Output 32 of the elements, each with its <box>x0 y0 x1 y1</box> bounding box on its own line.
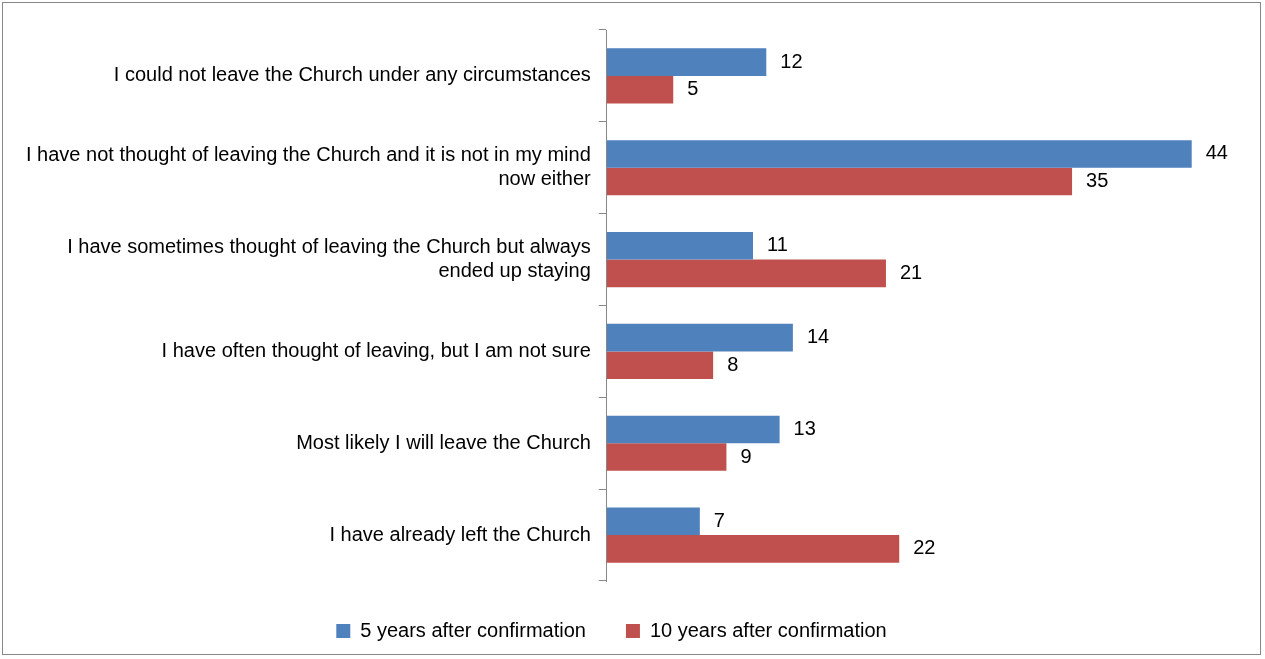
y-tick-label: I could not leave the Church under any circumstances <box>113 63 591 86</box>
y-tick-label: I have often thought of leaving, but I am not sure <box>161 338 591 361</box>
y-tick-label: I have sometimes thought of leaving the Church but always ended up staying <box>67 235 591 282</box>
bar <box>606 232 754 260</box>
legend-label: 10 years after confirmation <box>649 618 887 641</box>
bar <box>606 415 780 444</box>
data-label: 35 <box>1086 169 1109 192</box>
bar <box>606 443 727 471</box>
bar <box>606 323 793 352</box>
y-tick-label: I have already left the Church <box>329 522 591 545</box>
bar <box>606 351 714 379</box>
data-label: 22 <box>913 536 936 559</box>
bar <box>606 259 886 288</box>
bar <box>606 48 767 76</box>
data-label: 12 <box>780 49 803 72</box>
y-tick-label: I have not thought of leaving the Church and it is not in my mind now either <box>25 143 592 190</box>
bar <box>606 167 1073 196</box>
bar <box>606 140 1192 168</box>
y-tick-label: Most likely I will leave the Church <box>296 430 591 453</box>
data-label: 44 <box>1205 141 1228 164</box>
data-label: 8 <box>727 352 739 375</box>
data-label: 7 <box>713 508 725 531</box>
data-label: 14 <box>806 325 830 348</box>
legend-label: 5 years after confirmation <box>360 618 586 641</box>
data-label: 5 <box>687 77 699 100</box>
data-label: 11 <box>767 233 788 256</box>
data-label: 9 <box>740 444 752 467</box>
data-label: 13 <box>793 416 816 439</box>
bar <box>606 535 900 563</box>
data-label: 21 <box>899 260 923 283</box>
bar <box>606 75 674 104</box>
bar <box>606 507 700 536</box>
